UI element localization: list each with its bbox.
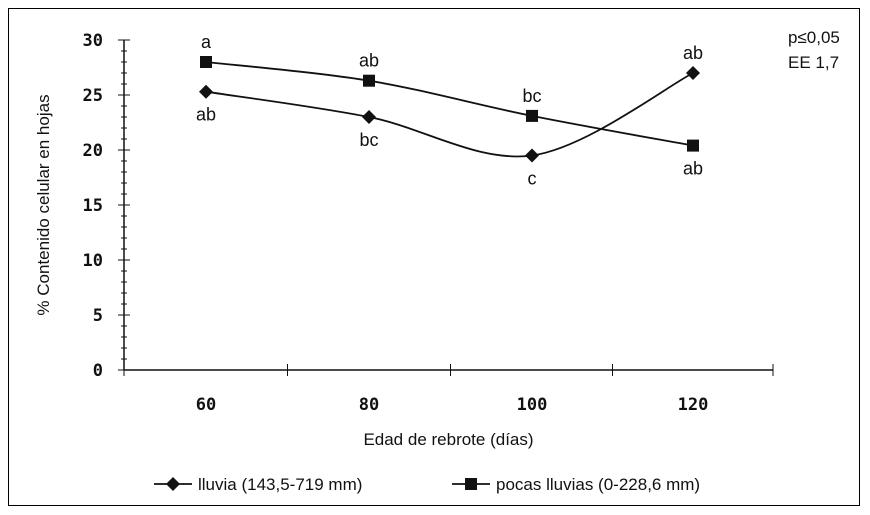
y-tick-label: 30 (83, 31, 103, 51)
chart-frame: 0 5 10 15 20 25 30 60 80 100 120 % Contenido celu… (8, 8, 860, 506)
significance-annotation: p≤0,05 (788, 28, 840, 47)
significance-letter: bc (359, 130, 378, 150)
legend-square-marker (465, 478, 477, 490)
x-tick-label: 100 (517, 395, 548, 415)
legend: lluvia (143,5-719 mm) pocas lluvias (0-22… (154, 475, 700, 494)
significance-letter: bc (522, 86, 541, 106)
square-marker (363, 74, 375, 87)
series-2: a ab bc ab (200, 32, 703, 179)
axes (123, 40, 773, 371)
x-axis-title: Edad de rebrote (días) (363, 430, 533, 449)
legend-label: lluvia (143,5-719 mm) (198, 475, 362, 494)
legend-label: pocas lluvias (0-228,6 mm) (496, 475, 700, 494)
significance-letter: ab (683, 43, 703, 63)
y-tick-label: 10 (83, 251, 103, 271)
significance-letter: ab (359, 51, 379, 71)
series-1: ab bc c ab (196, 43, 703, 189)
square-marker (526, 109, 538, 122)
x-axis-ticks: 60 80 100 120 (123, 364, 774, 415)
diamond-marker (199, 84, 213, 99)
x-tick-label: 60 (196, 395, 216, 415)
significance-letter: c (528, 169, 537, 189)
diamond-marker (525, 148, 539, 163)
series-layer: ab bc c ab a ab bc ab (196, 32, 703, 189)
square-marker (200, 56, 212, 68)
y-tick-label: 20 (83, 141, 103, 161)
legend-diamond-marker (166, 477, 180, 491)
diamond-marker (362, 110, 376, 124)
series-line (205, 72, 694, 158)
diamond-marker (686, 66, 700, 80)
series-line (205, 61, 694, 147)
y-tick-label: 15 (83, 196, 103, 216)
significance-letter: ab (196, 105, 216, 125)
significance-letter: a (201, 32, 212, 52)
square-marker (687, 139, 699, 152)
standard-error-annotation: EE 1,7 (788, 53, 839, 72)
legend-item-2: pocas lluvias (0-228,6 mm) (452, 475, 700, 494)
y-tick-label: 0 (93, 361, 103, 381)
y-tick-label: 5 (93, 306, 103, 326)
y-tick-label: 25 (83, 86, 103, 106)
x-tick-label: 80 (359, 395, 379, 415)
y-axis-ticks: 0 5 10 15 20 25 30 (83, 31, 130, 381)
x-tick-label: 120 (678, 395, 709, 415)
line-chart: 0 5 10 15 20 25 30 60 80 100 120 % Contenido celu… (34, 28, 840, 494)
y-axis-title: % Contenido celular en hojas (34, 94, 53, 315)
significance-letter: ab (683, 159, 703, 179)
legend-item-1: lluvia (143,5-719 mm) (154, 475, 362, 494)
